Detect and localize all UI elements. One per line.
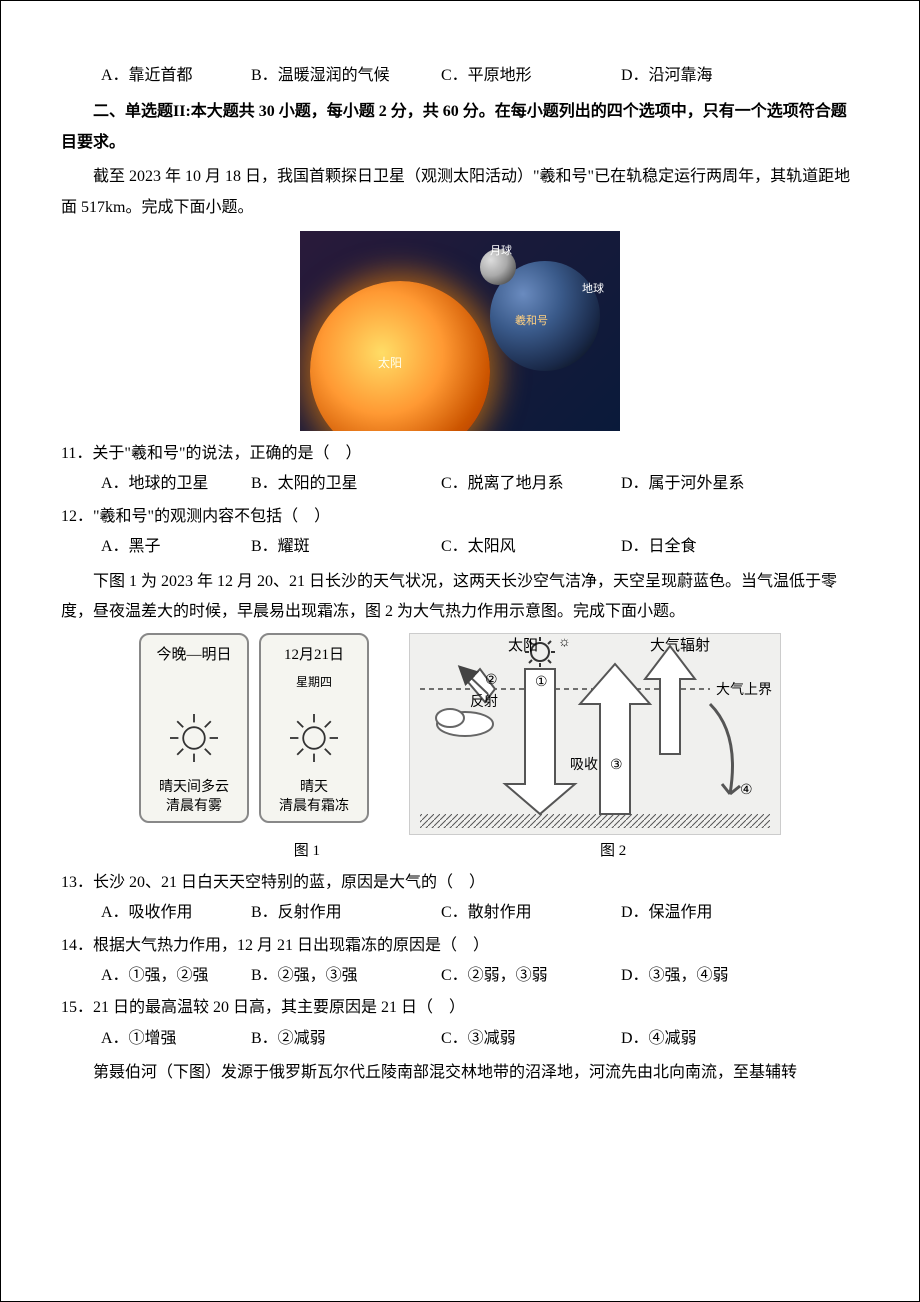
earth-label: 地球 xyxy=(582,279,604,300)
q12-stem: 12．"羲和号"的观测内容不包括（ ） xyxy=(61,502,859,532)
card1-heading: 今晚—明日 xyxy=(156,641,231,670)
prev-question-options: A．靠近首都 B．温暖湿润的气候 C．平原地形 D．沿河靠海 xyxy=(61,61,859,91)
q15-options: A．①增强 B．②减弱 C．③减弱 D．④减弱 xyxy=(61,1024,859,1054)
card1-sub xyxy=(193,671,196,694)
q12-option-d: D．日全食 xyxy=(621,532,771,562)
q15-option-a: A．①增强 xyxy=(101,1024,251,1054)
q14-option-a: A．①强，②强 xyxy=(101,961,251,991)
q14-option-d: D．③强，④弱 xyxy=(621,961,771,991)
q12-options: A．黑子 B．耀斑 C．太阳风 D．日全食 xyxy=(61,532,859,562)
section-2-heading: 二、单选题II:本大题共 30 小题，每小题 2 分，共 60 分。在每小题列出… xyxy=(61,97,859,158)
page-container: A．靠近首都 B．温暖湿润的气候 C．平原地形 D．沿河靠海 二、单选题II:本… xyxy=(0,0,920,1302)
passage-xihe: 截至 2023 年 10 月 18 日，我国首颗探日卫星（观测太阳活动）"羲和号… xyxy=(61,162,859,223)
sun-earth-illustration: 太阳 月球 地球 羲和号 xyxy=(300,231,620,431)
q14-options: A．①强，②强 B．②强，③强 C．②弱，③弱 D．③强，④弱 xyxy=(61,961,859,991)
weather-card-2: 12月21日 星期四 晴天 清晨有霜冻 xyxy=(259,633,369,823)
q15-option-d: D．④减弱 xyxy=(621,1024,771,1054)
q12-option-b: B．耀斑 xyxy=(251,532,441,562)
atmosphere-svg: 太阳 ☼ 大气辐射 大气上界 反射 吸收 ① ② ③ ④ xyxy=(410,634,780,834)
q14-stem: 14．根据大气热力作用，12 月 21 日出现霜冻的原因是（ ） xyxy=(61,931,859,961)
card1-desc1: 晴天间多云 xyxy=(159,778,229,798)
option-d: D．沿河靠海 xyxy=(621,61,771,91)
option-a: A．靠近首都 xyxy=(101,61,251,91)
q11-option-c: C．脱离了地月系 xyxy=(441,469,621,499)
sun-icon xyxy=(284,708,344,768)
figure-captions: 图 1 图 2 xyxy=(61,837,859,866)
figure-2-atmosphere-diagram: 太阳 ☼ 大气辐射 大气上界 反射 吸收 ① ② ③ ④ xyxy=(409,633,781,835)
atmo-n3: ③ xyxy=(610,758,623,773)
q13-option-b: B．反射作用 xyxy=(251,898,441,928)
caption-fig1: 图 1 xyxy=(294,837,320,866)
card2-desc2: 清晨有霜冻 xyxy=(279,797,349,817)
weather-card-1: 今晚—明日 晴天间多云 清晨有雾 xyxy=(139,633,249,823)
atmo-daqi-fushe: 大气辐射 xyxy=(650,637,710,654)
xihe-label: 羲和号 xyxy=(515,311,548,332)
option-b: B．温暖湿润的气候 xyxy=(251,61,441,91)
moon-label: 月球 xyxy=(490,241,512,262)
q14-option-c: C．②弱，③弱 xyxy=(441,961,621,991)
figure-1-weather-cards: 今晚—明日 晴天间多云 清晨有雾 12月21日 星期四 xyxy=(139,633,369,835)
q11-option-a: A．地球的卫星 xyxy=(101,469,251,499)
q11-option-d: D．属于河外星系 xyxy=(621,469,771,499)
atmo-boundary-label: 大气上界 xyxy=(716,682,772,698)
svg-text:☼: ☼ xyxy=(558,635,571,650)
q12-option-a: A．黑子 xyxy=(101,532,251,562)
q15-option-b: B．②减弱 xyxy=(251,1024,441,1054)
q15-option-c: C．③减弱 xyxy=(441,1024,621,1054)
figure-sun-earth: 太阳 月球 地球 羲和号 xyxy=(61,231,859,431)
sun-label: 太阳 xyxy=(378,352,402,375)
q13-stem: 13．长沙 20、21 日白天天空特别的蓝，原因是大气的（ ） xyxy=(61,868,859,898)
card2-sub: 星期四 xyxy=(296,671,332,694)
atmo-fanshe: 反射 xyxy=(470,694,498,710)
card1-desc2: 清晨有雾 xyxy=(166,797,222,817)
atmo-n2: ② xyxy=(485,673,498,688)
q13-options: A．吸收作用 B．反射作用 C．散射作用 D．保温作用 xyxy=(61,898,859,928)
q11-option-b: B．太阳的卫星 xyxy=(251,469,441,499)
option-c: C．平原地形 xyxy=(441,61,621,91)
sun-icon xyxy=(164,708,224,768)
q13-option-a: A．吸收作用 xyxy=(101,898,251,928)
figure-row: 今晚—明日 晴天间多云 清晨有雾 12月21日 星期四 xyxy=(61,633,859,835)
passage-dnieper: 第聂伯河（下图）发源于俄罗斯瓦尔代丘陵南部混交林地带的沼泽地，河流先由北向南流，… xyxy=(61,1058,859,1088)
q13-option-c: C．散射作用 xyxy=(441,898,621,928)
atmo-sun-label: 太阳 xyxy=(508,637,538,654)
q12-option-c: C．太阳风 xyxy=(441,532,621,562)
q11-stem: 11．关于"羲和号"的说法，正确的是（ ） xyxy=(61,439,859,469)
q13-option-d: D．保温作用 xyxy=(621,898,771,928)
card2-heading: 12月21日 xyxy=(284,641,344,670)
atmo-xishou: 吸收 xyxy=(570,757,598,773)
card2-desc1: 晴天 xyxy=(300,778,328,798)
caption-fig2: 图 2 xyxy=(600,837,626,866)
q15-stem: 15．21 日的最高温较 20 日高，其主要原因是 21 日（ ） xyxy=(61,993,859,1023)
q14-option-b: B．②强，③强 xyxy=(251,961,441,991)
atmo-n1: ① xyxy=(535,675,548,690)
atmo-n4: ④ xyxy=(740,783,753,798)
passage-weather: 下图 1 为 2023 年 12 月 20、21 日长沙的天气状况，这两天长沙空… xyxy=(61,567,859,628)
q11-options: A．地球的卫星 B．太阳的卫星 C．脱离了地月系 D．属于河外星系 xyxy=(61,469,859,499)
